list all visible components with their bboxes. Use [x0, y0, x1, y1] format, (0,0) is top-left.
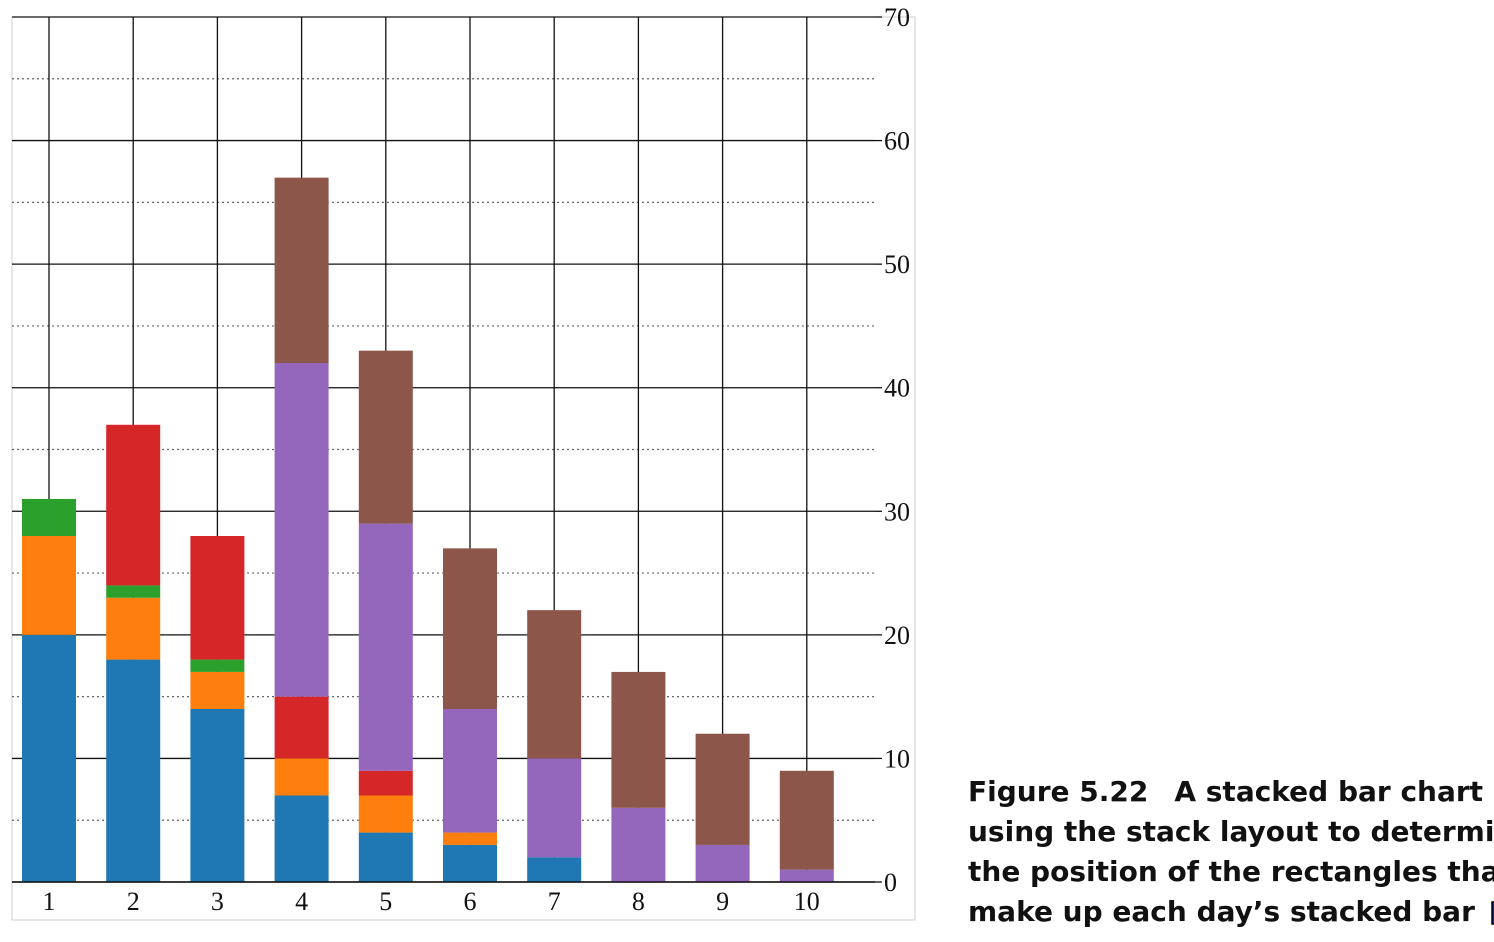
figure-caption: Figure 5.22 A stacked bar chart using the… — [968, 772, 1494, 932]
bar-segment — [190, 671, 245, 709]
x-tick-label: 9 — [716, 887, 729, 916]
bar-segment — [106, 659, 161, 882]
bar-segment — [779, 770, 834, 870]
stacked-bar-chart: 1 2 3 4 5 6 7 8 9 10 0 10 20 30 40 50 60 70 — [11, 3, 916, 921]
y-tick-label: 40 — [884, 374, 910, 403]
bar-segment — [358, 350, 413, 524]
y-tick-label: 70 — [884, 3, 910, 32]
y-tick-label: 0 — [884, 868, 897, 897]
bar-segment — [443, 832, 497, 845]
caption-line-4: make up each day’s stacked bar — [968, 895, 1475, 928]
y-tick-labels: 0 10 20 30 40 50 60 70 — [884, 3, 910, 897]
bar-segment — [22, 536, 76, 635]
y-tick-label: 30 — [884, 497, 910, 526]
x-tick-label: 1 — [43, 887, 56, 916]
x-tick-label: 4 — [295, 887, 308, 916]
bar-segment — [106, 424, 161, 586]
bar-segment — [274, 363, 329, 697]
bar-segment — [190, 709, 245, 882]
bar-segment — [695, 733, 750, 845]
x-tick-label: 6 — [464, 887, 477, 916]
bar-segment — [527, 610, 582, 759]
bar-segment — [779, 869, 834, 882]
bar-segment — [527, 758, 582, 858]
caption-line-1: A stacked bar chart — [1174, 775, 1484, 808]
bar-segment — [611, 671, 666, 808]
bar-segment — [443, 709, 497, 833]
bar-segment — [274, 696, 329, 759]
x-tick-label: 2 — [127, 887, 140, 916]
bar-segment — [106, 597, 161, 660]
x-tick-label: 5 — [379, 887, 392, 916]
figure-label: Figure 5.22 — [968, 775, 1149, 808]
bar-segment — [443, 548, 497, 709]
zoom-icon[interactable] — [1491, 901, 1494, 925]
bar-segment — [22, 634, 76, 882]
bar-segment — [358, 795, 413, 833]
bar-segment — [22, 498, 76, 536]
x-tick-label: 7 — [548, 887, 561, 916]
bar-segment — [695, 844, 750, 882]
y-tick-label: 60 — [884, 127, 910, 156]
bar-segment — [358, 770, 413, 796]
x-tick-label: 10 — [794, 887, 820, 916]
bar-segment — [611, 807, 666, 882]
bar-segment — [190, 659, 245, 672]
y-tick-label: 10 — [884, 744, 910, 773]
bar-segment — [274, 795, 329, 882]
x-tick-label: 3 — [211, 887, 224, 916]
bar-segment — [274, 177, 329, 363]
bar-segment — [358, 832, 413, 882]
bar-segment — [274, 758, 329, 796]
bar-segment — [190, 536, 245, 660]
y-tick-label: 20 — [884, 621, 910, 650]
bar-segment — [527, 857, 582, 882]
x-tick-labels: 1 2 3 4 5 6 7 8 9 10 — [43, 887, 820, 916]
bar-segment — [106, 585, 161, 598]
x-tick-label: 8 — [632, 887, 645, 916]
bar-segment — [358, 523, 413, 771]
bar-segment — [443, 844, 497, 882]
caption-line-2: using the stack layout to determine — [968, 815, 1494, 848]
bars — [12, 177, 875, 883]
y-tick-label: 50 — [884, 250, 910, 279]
caption-line-3: the position of the rectangles that — [968, 855, 1494, 888]
